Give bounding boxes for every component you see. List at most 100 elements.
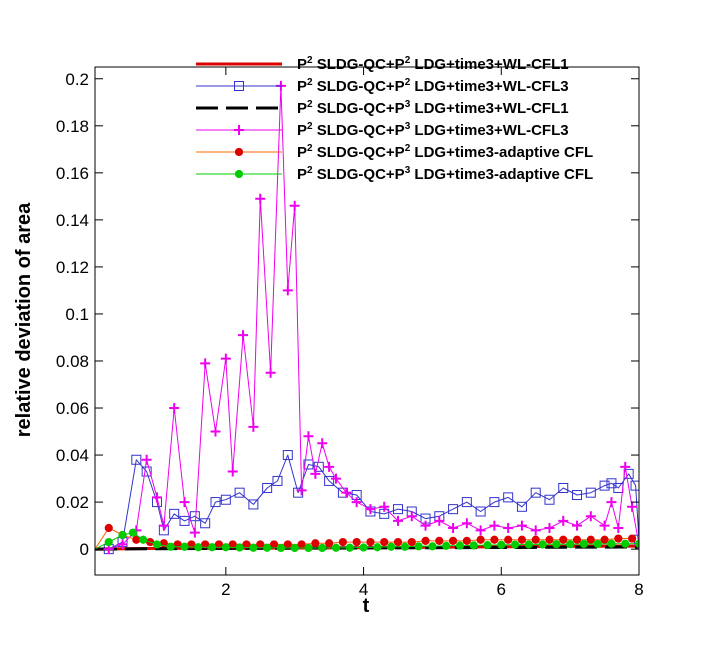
series-3-point-36 bbox=[461, 518, 472, 529]
x-tick-label-0: 2 bbox=[221, 580, 230, 599]
series-5-point-20 bbox=[359, 543, 368, 552]
legend-marker-4 bbox=[234, 147, 244, 157]
series-3-point-32 bbox=[406, 511, 417, 522]
series-4-point-34 bbox=[559, 535, 568, 544]
plot-frame bbox=[94, 66, 640, 576]
series-5-point-39 bbox=[621, 539, 630, 548]
series-3-point-40 bbox=[516, 520, 527, 531]
series-4-point-24 bbox=[421, 536, 430, 545]
series-1-point-18 bbox=[293, 487, 304, 498]
series-5-point-7 bbox=[180, 542, 189, 551]
series-2-line bbox=[95, 545, 639, 551]
series-1-point-32 bbox=[475, 506, 486, 517]
series-1-point-7 bbox=[169, 508, 180, 519]
series-5-point-13 bbox=[263, 543, 272, 552]
series-4-point-10 bbox=[228, 540, 237, 549]
series-4-point-18 bbox=[338, 537, 347, 547]
series-5-point-22 bbox=[387, 542, 396, 551]
series-1-point-13 bbox=[234, 487, 245, 498]
series-5-point-34 bbox=[552, 540, 561, 549]
series-3-point-46 bbox=[599, 520, 610, 531]
series-5-point-26 bbox=[442, 541, 451, 550]
series-3-point-7 bbox=[169, 403, 180, 414]
series-3-point-15 bbox=[248, 421, 259, 432]
series-5-point-33 bbox=[538, 540, 547, 549]
series-1-point-12 bbox=[220, 494, 231, 505]
series-3-point-41 bbox=[530, 525, 541, 536]
series-3-point-38 bbox=[489, 520, 500, 531]
series-5-point-18 bbox=[331, 543, 341, 552]
series-4-point-22 bbox=[393, 537, 403, 547]
series-5-point-10 bbox=[221, 543, 230, 552]
series-3-point-28 bbox=[351, 497, 362, 508]
series-4-point-16 bbox=[311, 539, 320, 548]
series-5-point-3 bbox=[128, 528, 137, 537]
y-tick-label-0: 0 bbox=[80, 540, 89, 559]
series-3-point-44 bbox=[572, 520, 583, 531]
series-2 bbox=[95, 545, 639, 551]
series-5-point-38 bbox=[607, 539, 616, 548]
series-4-point-35 bbox=[572, 535, 582, 544]
x-tick-label-1: 4 bbox=[359, 580, 368, 599]
series-3-point-14 bbox=[238, 330, 249, 341]
series-3-point-37 bbox=[475, 525, 486, 536]
series-5 bbox=[95, 528, 639, 553]
series-3-point-23 bbox=[310, 468, 321, 479]
series-4-point-32 bbox=[531, 535, 540, 544]
y-tick-label-5: 0.1 bbox=[65, 305, 89, 324]
series-5-point-40 bbox=[634, 539, 639, 548]
series-1-point-41 bbox=[599, 480, 610, 491]
series-5-point-37 bbox=[593, 539, 602, 549]
series-4-point-31 bbox=[517, 535, 527, 544]
series-4-point-39 bbox=[628, 534, 637, 543]
series-3 bbox=[95, 80, 639, 555]
series-3-point-12 bbox=[220, 353, 231, 364]
legend-label-1: P2 SLDG-QC+P2 LDG+time3+WL-CFL3 bbox=[297, 77, 569, 95]
legend-entry-4: P2 SLDG-QC+P2 LDG+time3-adaptive CFL bbox=[196, 143, 593, 161]
series-1-point-21 bbox=[324, 475, 335, 486]
y-tick-label-9: 0.18 bbox=[56, 117, 89, 136]
series-4-point-13 bbox=[269, 540, 279, 549]
series-5-point-36 bbox=[579, 539, 589, 549]
series-5-point-2 bbox=[118, 530, 127, 540]
series-3-point-11 bbox=[210, 426, 221, 437]
series-4-point-9 bbox=[214, 540, 224, 549]
series-5-point-1 bbox=[104, 537, 113, 547]
series-5-point-30 bbox=[497, 540, 506, 549]
legend-entry-2: P2 SLDG-QC+P3 LDG+time3+WL-CFL1 bbox=[196, 99, 569, 117]
series-5-point-35 bbox=[566, 540, 575, 549]
series-1-point-37 bbox=[544, 494, 555, 505]
series-4-point-15 bbox=[297, 540, 306, 549]
series-1-point-19 bbox=[303, 459, 314, 470]
series-4-point-30 bbox=[504, 535, 513, 544]
series-1-point-16 bbox=[272, 475, 283, 486]
series-3-point-10 bbox=[200, 358, 211, 369]
legend-label-4: P2 SLDG-QC+P2 LDG+time3-adaptive CFL bbox=[297, 143, 593, 161]
y-tick-label-2: 0.04 bbox=[56, 446, 89, 465]
series-3-point-19 bbox=[282, 285, 293, 296]
series-1-line bbox=[95, 454, 639, 550]
series-1-point-34 bbox=[503, 492, 514, 503]
series-4-point-14 bbox=[283, 540, 292, 549]
y-tick-label-8: 0.16 bbox=[56, 164, 89, 183]
y-tick-label-7: 0.14 bbox=[56, 211, 89, 230]
series-5-point-9 bbox=[207, 543, 217, 552]
series-5-point-17 bbox=[318, 543, 327, 553]
series-5-point-19 bbox=[345, 543, 354, 552]
series-3-point-4 bbox=[141, 454, 152, 465]
series-5-point-29 bbox=[483, 541, 492, 550]
legend-label-2: P2 SLDG-QC+P3 LDG+time3+WL-CFL1 bbox=[297, 99, 569, 117]
series-5-point-23 bbox=[400, 542, 409, 551]
series-5-point-32 bbox=[524, 540, 533, 549]
series-3-point-48 bbox=[613, 522, 624, 533]
series-4-point-11 bbox=[242, 540, 251, 549]
series-1-point-15 bbox=[262, 482, 273, 493]
series-3-point-24 bbox=[317, 438, 328, 449]
series-3-point-47 bbox=[606, 497, 617, 508]
series-4-point-17 bbox=[325, 539, 334, 548]
ticks-layer: 2 4 6 8 0 0.02 0.04 0.06 0.08 0.1 0.12 0.14 0.16 0.18… bbox=[56, 67, 644, 599]
series-1-point-40 bbox=[585, 487, 596, 498]
series-1-point-36 bbox=[530, 487, 541, 498]
legend-entry-5: P2 SLDG-QC+P3 LDG+time3-adaptive CFL bbox=[196, 165, 593, 183]
series-3-point-22 bbox=[303, 431, 314, 442]
